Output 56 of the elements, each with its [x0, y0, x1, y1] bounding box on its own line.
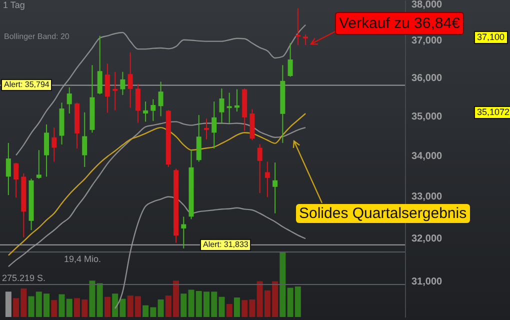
annotation: 1 Tag — [3, 0, 25, 10]
candlestick — [6, 142, 11, 196]
text: 35,1072 — [474, 106, 510, 119]
candlestick — [288, 42, 293, 78]
candlestick — [143, 101, 148, 122]
y-tick-label: 32,000 — [412, 233, 443, 244]
candlestick — [212, 101, 217, 149]
candlestick — [295, 8, 300, 46]
ref-line-label: 19,4 Mio. — [64, 254, 102, 264]
candlestick — [196, 114, 202, 162]
text: Verkauf zu 36,84€ — [335, 12, 464, 35]
y-tick-label: 38,000 — [412, 0, 443, 10]
bar — [180, 294, 187, 317]
candlestick — [204, 118, 209, 140]
candlestick — [135, 83, 140, 124]
bar — [51, 300, 58, 317]
candlestick — [36, 150, 42, 180]
candlestick — [104, 63, 110, 114]
candlestick — [150, 98, 156, 122]
candlestick — [272, 162, 278, 214]
candlestick — [14, 162, 19, 198]
candlestick — [181, 216, 186, 249]
candlestick — [66, 86, 72, 114]
bar — [96, 283, 103, 317]
bar — [89, 280, 96, 317]
y-tick-label: 35,000 — [412, 111, 443, 122]
annotation: Bollinger Band: 20 — [4, 32, 70, 41]
ref-line-label: Alert: 31,833 — [200, 238, 252, 251]
candlestick — [120, 71, 126, 96]
bar — [234, 298, 240, 317]
candlestick — [158, 81, 164, 117]
candlestick — [112, 71, 118, 111]
candlestick — [219, 88, 224, 125]
candlestick — [264, 161, 270, 198]
bar — [158, 299, 164, 317]
annotation: Solides Quartalsergebnis — [296, 204, 470, 223]
y-tick-label: 31,000 — [412, 276, 443, 288]
ref-line-label: 275.219 S. — [2, 272, 46, 282]
candlestick — [97, 35, 102, 95]
bar — [226, 304, 232, 317]
candlestick — [128, 52, 133, 108]
candlestick — [82, 112, 88, 168]
ref-line-label: Alert: 35,794 — [1, 79, 52, 92]
y-tick-label: 33,000 — [412, 191, 443, 202]
bar — [104, 296, 110, 317]
candlestick — [52, 127, 57, 162]
candlestick — [257, 144, 262, 194]
candlestick — [44, 124, 50, 178]
candlestick — [226, 92, 232, 124]
bar — [5, 292, 12, 317]
bar — [280, 252, 286, 317]
text: 37,100 — [474, 31, 508, 44]
y-tick-label: 37,000 — [412, 36, 443, 47]
candlestick — [303, 34, 308, 46]
y-tick-label: 34,000 — [412, 150, 443, 162]
y-tick-label: 36,000 — [412, 73, 443, 84]
